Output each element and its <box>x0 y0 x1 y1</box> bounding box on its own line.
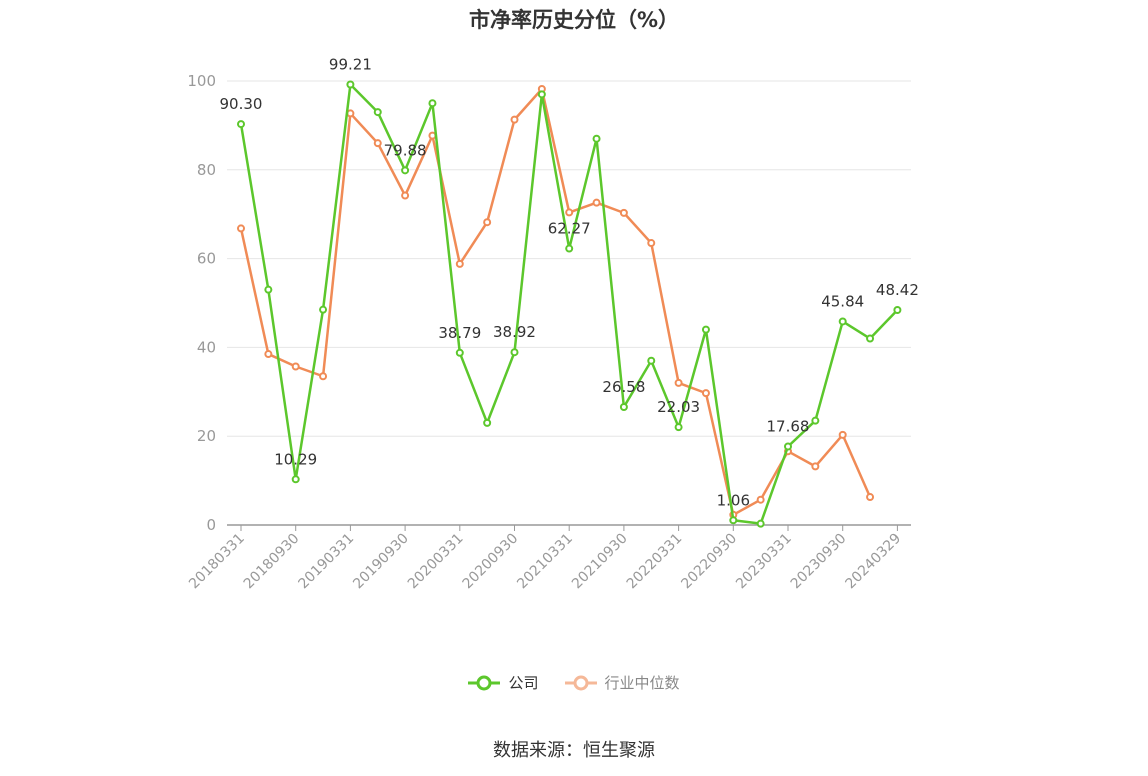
x-tick-label: 20230930 <box>788 531 850 593</box>
data-point-industry <box>811 462 820 471</box>
data-point-industry <box>455 259 464 268</box>
x-tick-label: 20220930 <box>678 531 740 593</box>
x-tick-label: 20220331 <box>624 531 686 593</box>
data-point-company <box>319 305 328 314</box>
data-point-company <box>401 166 410 175</box>
data-point-company <box>647 356 656 365</box>
data-label-layer: 90.30 10.29 99.21 79.88 38.79 38.92 62.27 26.58… <box>220 56 919 510</box>
data-point-company <box>619 402 628 411</box>
data-label: 10.29 <box>274 450 317 468</box>
data-point-company <box>264 285 273 294</box>
x-tick-label: 20180331 <box>186 531 248 593</box>
data-point-company <box>428 99 437 108</box>
data-point-industry <box>756 495 765 504</box>
data-point-company <box>537 90 546 99</box>
data-point-company <box>811 416 820 425</box>
data-point-company <box>838 317 847 326</box>
data-label: 48.42 <box>876 281 919 299</box>
data-point-industry <box>647 239 656 248</box>
legend-label-company: 公司 <box>508 674 539 692</box>
data-label: 22.03 <box>657 398 700 416</box>
x-tick-label: 20210930 <box>569 531 631 593</box>
data-label: 45.84 <box>821 292 864 310</box>
data-point-company <box>701 325 710 334</box>
data-point-industry <box>373 139 382 148</box>
axis-layer: 0 20 40 60 80 100 2018033120180930201903312019… <box>186 72 911 592</box>
data-point-industry <box>701 389 710 398</box>
data-point-company <box>346 80 355 89</box>
data-label: 79.88 <box>384 141 427 159</box>
x-tick-label: 20180930 <box>241 531 303 593</box>
data-point-industry <box>674 378 683 387</box>
data-label: 1.06 <box>717 491 750 509</box>
x-tick-label: 20210331 <box>514 531 576 593</box>
data-point-industry <box>592 198 601 207</box>
data-point-industry <box>483 218 492 227</box>
data-point-industry <box>510 115 519 124</box>
legend-line-circle-icon <box>564 675 597 690</box>
data-point-industry <box>237 224 245 233</box>
legend-item-company[interactable]: 公司 <box>468 672 539 693</box>
data-point-industry <box>319 372 328 381</box>
data-point-industry <box>565 208 574 217</box>
data-point-company <box>291 475 300 484</box>
data-label: 17.68 <box>767 418 810 436</box>
data-point-industry <box>401 191 410 200</box>
data-point-company <box>565 244 574 253</box>
series-layer <box>237 80 902 528</box>
data-label: 38.92 <box>493 323 536 341</box>
x-tick-label: 20200930 <box>460 531 522 593</box>
legend-line-circle-icon <box>468 675 501 690</box>
legend: 公司 行业中位数 <box>0 672 1148 693</box>
x-tick-label: 20190331 <box>296 531 358 593</box>
data-point-company <box>237 120 245 129</box>
data-source-note: 数据来源：恒生聚源 <box>493 740 655 761</box>
data-point-industry <box>291 362 300 371</box>
legend-label-industry: 行业中位数 <box>604 674 680 692</box>
y-tick-label: 20 <box>197 427 216 445</box>
data-point-industry <box>866 493 875 502</box>
x-tick-label: 20190930 <box>350 531 412 593</box>
data-label: 38.79 <box>438 324 481 342</box>
data-point-company <box>893 306 902 315</box>
data-point-industry <box>619 208 628 217</box>
y-tick-label: 40 <box>197 338 216 356</box>
data-point-company <box>729 516 738 525</box>
y-tick-label: 60 <box>197 250 216 268</box>
data-point-company <box>592 134 601 143</box>
y-tick-label: 100 <box>187 72 216 90</box>
data-label: 62.27 <box>548 220 591 238</box>
data-point-company <box>455 348 464 357</box>
data-label: 90.30 <box>220 95 263 113</box>
data-point-industry <box>264 350 273 359</box>
x-tick-label: 20240329 <box>843 531 905 593</box>
data-point-industry <box>838 430 847 439</box>
data-point-company <box>784 442 792 451</box>
data-point-company <box>756 519 765 528</box>
x-tick-label: 20200331 <box>405 531 467 593</box>
x-tick-label: 20230331 <box>733 531 795 593</box>
data-point-company <box>674 423 683 432</box>
data-point-company <box>373 108 382 117</box>
y-tick-label: 0 <box>206 516 216 534</box>
data-point-company <box>866 334 875 343</box>
data-label: 26.58 <box>602 378 645 396</box>
series-line-industry <box>239 87 872 517</box>
y-tick-label: 80 <box>197 161 216 179</box>
legend-item-industry[interactable]: 行业中位数 <box>564 672 680 693</box>
data-point-company <box>483 418 492 427</box>
data-label: 99.21 <box>329 56 372 74</box>
chart-title: 市净率历史分位（%） <box>468 8 680 32</box>
line-chart: 0 20 40 60 80 100 2018033120180930201903312019… <box>186 56 919 593</box>
data-point-company <box>510 348 519 357</box>
